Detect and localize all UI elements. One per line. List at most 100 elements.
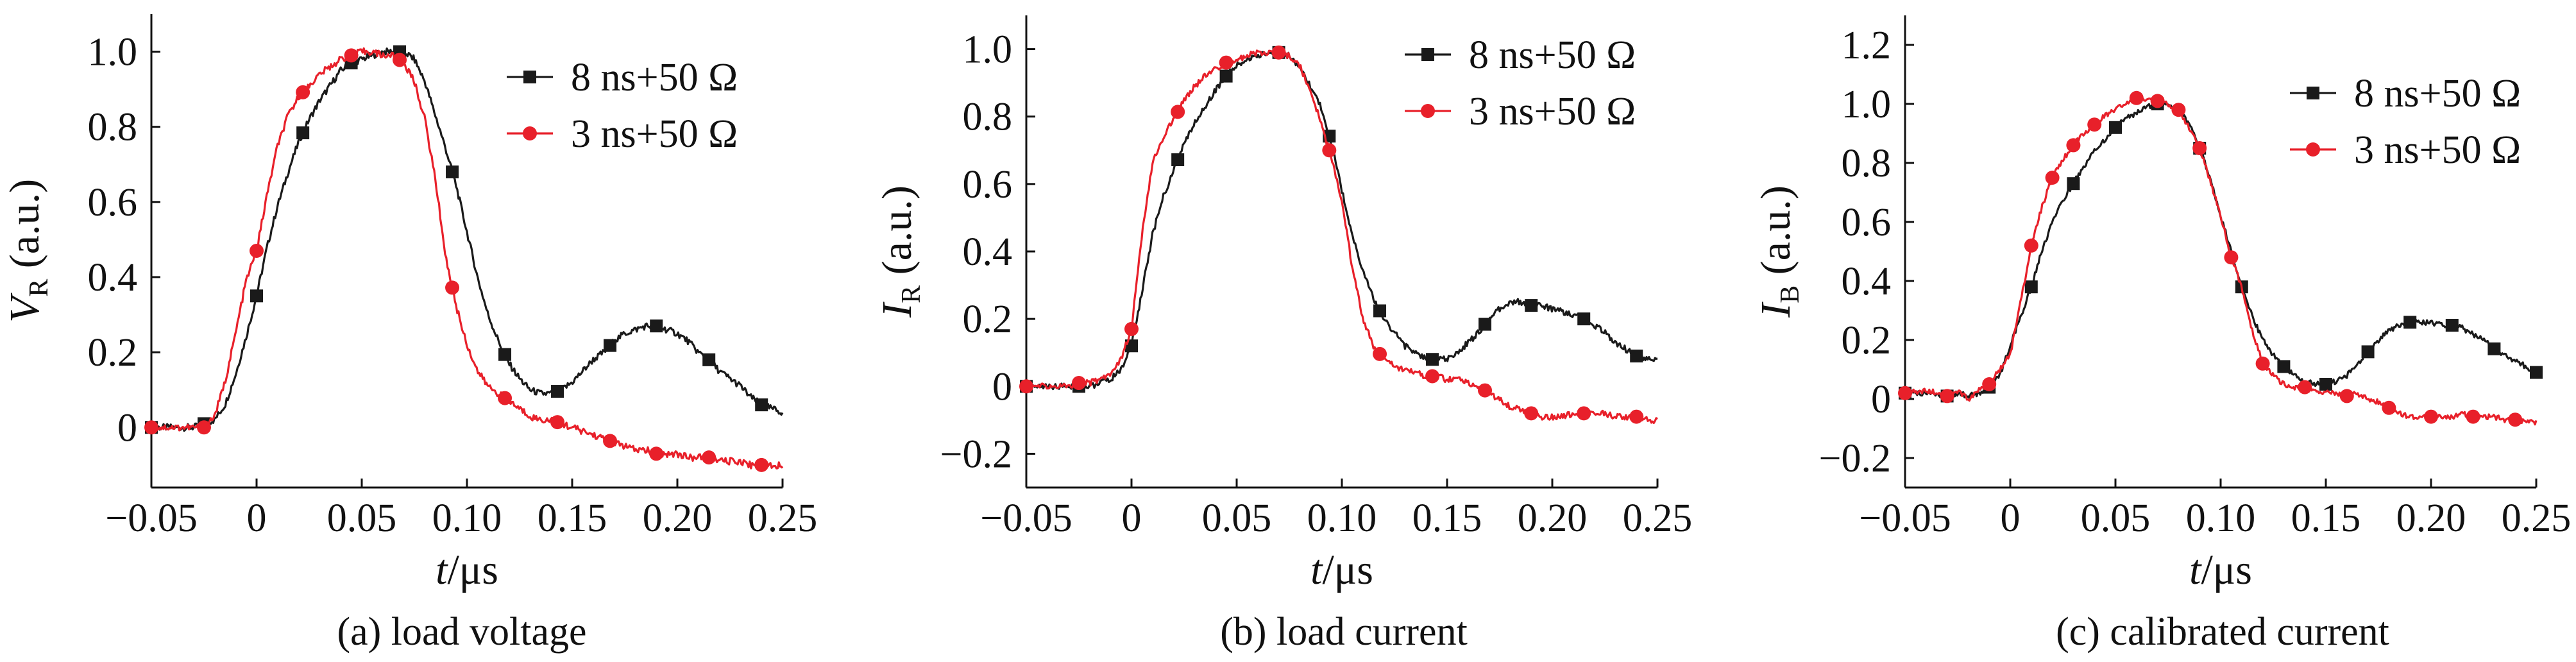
- y-tick-label: 0: [1871, 378, 1891, 421]
- y-tick-label: 0.2: [963, 298, 1013, 341]
- data-point-circle: [2255, 356, 2270, 371]
- y-axis-title: VR (a.u.): [1, 179, 54, 323]
- y-tick-label: 0: [117, 406, 137, 450]
- data-point-square: [498, 348, 512, 361]
- data-point-square: [1479, 318, 1492, 331]
- y-tick-label: 1.0: [963, 28, 1013, 72]
- data-point-circle: [1940, 389, 1954, 403]
- data-point-circle: [1072, 376, 1086, 391]
- data-point-circle: [2171, 103, 2186, 117]
- x-tick-label: 0.10: [1307, 496, 1377, 540]
- y-tick-label: 0.6: [1842, 201, 1892, 244]
- panel-caption: (c) calibrated current: [2056, 610, 2389, 654]
- y-tick-label: 0.6: [88, 181, 138, 225]
- data-point-square: [702, 353, 716, 366]
- x-tick-label: 0.05: [2081, 496, 2151, 540]
- y-tick-label: 0.2: [1842, 319, 1892, 362]
- x-tick-label: 0: [2001, 496, 2021, 540]
- legend-marker-square: [523, 71, 536, 83]
- x-tick-label: 0: [247, 496, 267, 540]
- data-point-circle: [1524, 406, 1539, 421]
- x-tick-label: 0: [1122, 496, 1142, 540]
- data-point-circle: [2045, 171, 2060, 185]
- data-point-circle: [1373, 346, 1387, 361]
- legend: 8 ns+50 Ω 3 ns+50 Ω: [2290, 72, 2521, 172]
- y-tick-label: 1.2: [1842, 24, 1892, 67]
- data-point-circle: [2298, 380, 2312, 395]
- data-point-circle: [197, 420, 211, 435]
- data-point-square: [1171, 153, 1185, 167]
- data-point-circle: [754, 457, 769, 472]
- legend-label: 3 ns+50 Ω: [571, 112, 738, 156]
- legend-marker-square: [1421, 48, 1434, 61]
- x-tick-label: 0.25: [2502, 496, 2572, 540]
- data-point-square: [1219, 69, 1233, 83]
- data-point-square: [2277, 360, 2291, 373]
- data-point-circle: [1425, 369, 1440, 384]
- series-red-3ns: [1898, 90, 2538, 427]
- y-tick-label: 0.4: [963, 230, 1013, 274]
- data-point-circle: [1271, 45, 1286, 60]
- panel-caption: (b) load current: [1220, 610, 1468, 654]
- data-point-square: [2487, 342, 2501, 355]
- x-tick-label: 0.25: [1623, 496, 1693, 540]
- data-point-circle: [702, 450, 716, 465]
- data-point-square: [1577, 312, 1591, 326]
- chart-panel-2: −0.05 0 0.05 0.10 0.15 0.20 0.25 −0.2 0 0.2 0.4 0.6…: [874, 15, 1692, 654]
- legend: 8 ns+50 Ω 3 ns+50 Ω: [1405, 33, 1636, 133]
- y-axis-title: IB (a.u.): [1752, 185, 1805, 318]
- panel-caption: (a) load voltage: [337, 610, 586, 654]
- x-tick-label: 0.25: [748, 496, 818, 540]
- data-point-circle: [1898, 386, 1912, 400]
- data-point-square: [2067, 177, 2080, 191]
- legend-label: 8 ns+50 Ω: [571, 56, 738, 99]
- data-point-circle: [649, 446, 664, 461]
- data-point-square: [2361, 345, 2375, 359]
- x-tick-label: −0.05: [980, 496, 1072, 540]
- data-point-circle: [2466, 409, 2480, 424]
- data-point-circle: [1478, 383, 1493, 398]
- data-point-circle: [603, 434, 618, 448]
- data-point-square: [2319, 378, 2332, 391]
- data-point-square: [250, 289, 263, 303]
- data-point-square: [2403, 316, 2417, 329]
- data-point-square: [2109, 121, 2122, 134]
- legend-label: 8 ns+50 Ω: [1469, 33, 1636, 77]
- x-axis-title: t/μs: [436, 547, 498, 593]
- data-point-circle: [1982, 377, 1997, 391]
- x-tick-label: 0.10: [2186, 496, 2256, 540]
- x-tick-label: 0.20: [1518, 496, 1588, 540]
- data-point-square: [1426, 353, 1439, 366]
- y-tick-label: 0.4: [1842, 260, 1892, 303]
- series-black-8ns: [145, 45, 784, 434]
- data-point-circle: [344, 48, 359, 63]
- data-point-square: [2530, 366, 2543, 379]
- data-point-circle: [296, 85, 310, 99]
- data-point-square: [755, 398, 768, 412]
- x-tick-label: 0.15: [1412, 496, 1482, 540]
- legend-label: 8 ns+50 Ω: [2354, 72, 2521, 115]
- x-tick-label: 0.20: [643, 496, 713, 540]
- data-point-circle: [2024, 238, 2038, 253]
- legend-label: 3 ns+50 Ω: [1469, 90, 1636, 133]
- legend-marker-square: [2307, 87, 2319, 99]
- y-tick-label: −0.2: [940, 432, 1012, 476]
- data-point-circle: [2508, 412, 2523, 427]
- data-point-square: [296, 126, 310, 140]
- x-tick-label: 0.15: [538, 496, 607, 540]
- data-point-square: [1525, 299, 1538, 312]
- data-point-square: [2024, 280, 2038, 294]
- series-line: [150, 47, 784, 470]
- data-point-circle: [1171, 105, 1185, 119]
- y-tick-label: 0.8: [88, 106, 138, 149]
- x-tick-label: 0.05: [1202, 496, 1272, 540]
- data-point-circle: [2339, 389, 2354, 403]
- data-point-circle: [393, 53, 407, 67]
- x-tick-label: 0.15: [2291, 496, 2361, 540]
- data-point-circle: [2087, 117, 2102, 132]
- data-point-circle: [1629, 409, 1644, 424]
- data-point-square: [446, 166, 459, 178]
- y-axis-title: IR (a.u.): [874, 185, 926, 318]
- y-tick-label: −0.2: [1819, 437, 1891, 480]
